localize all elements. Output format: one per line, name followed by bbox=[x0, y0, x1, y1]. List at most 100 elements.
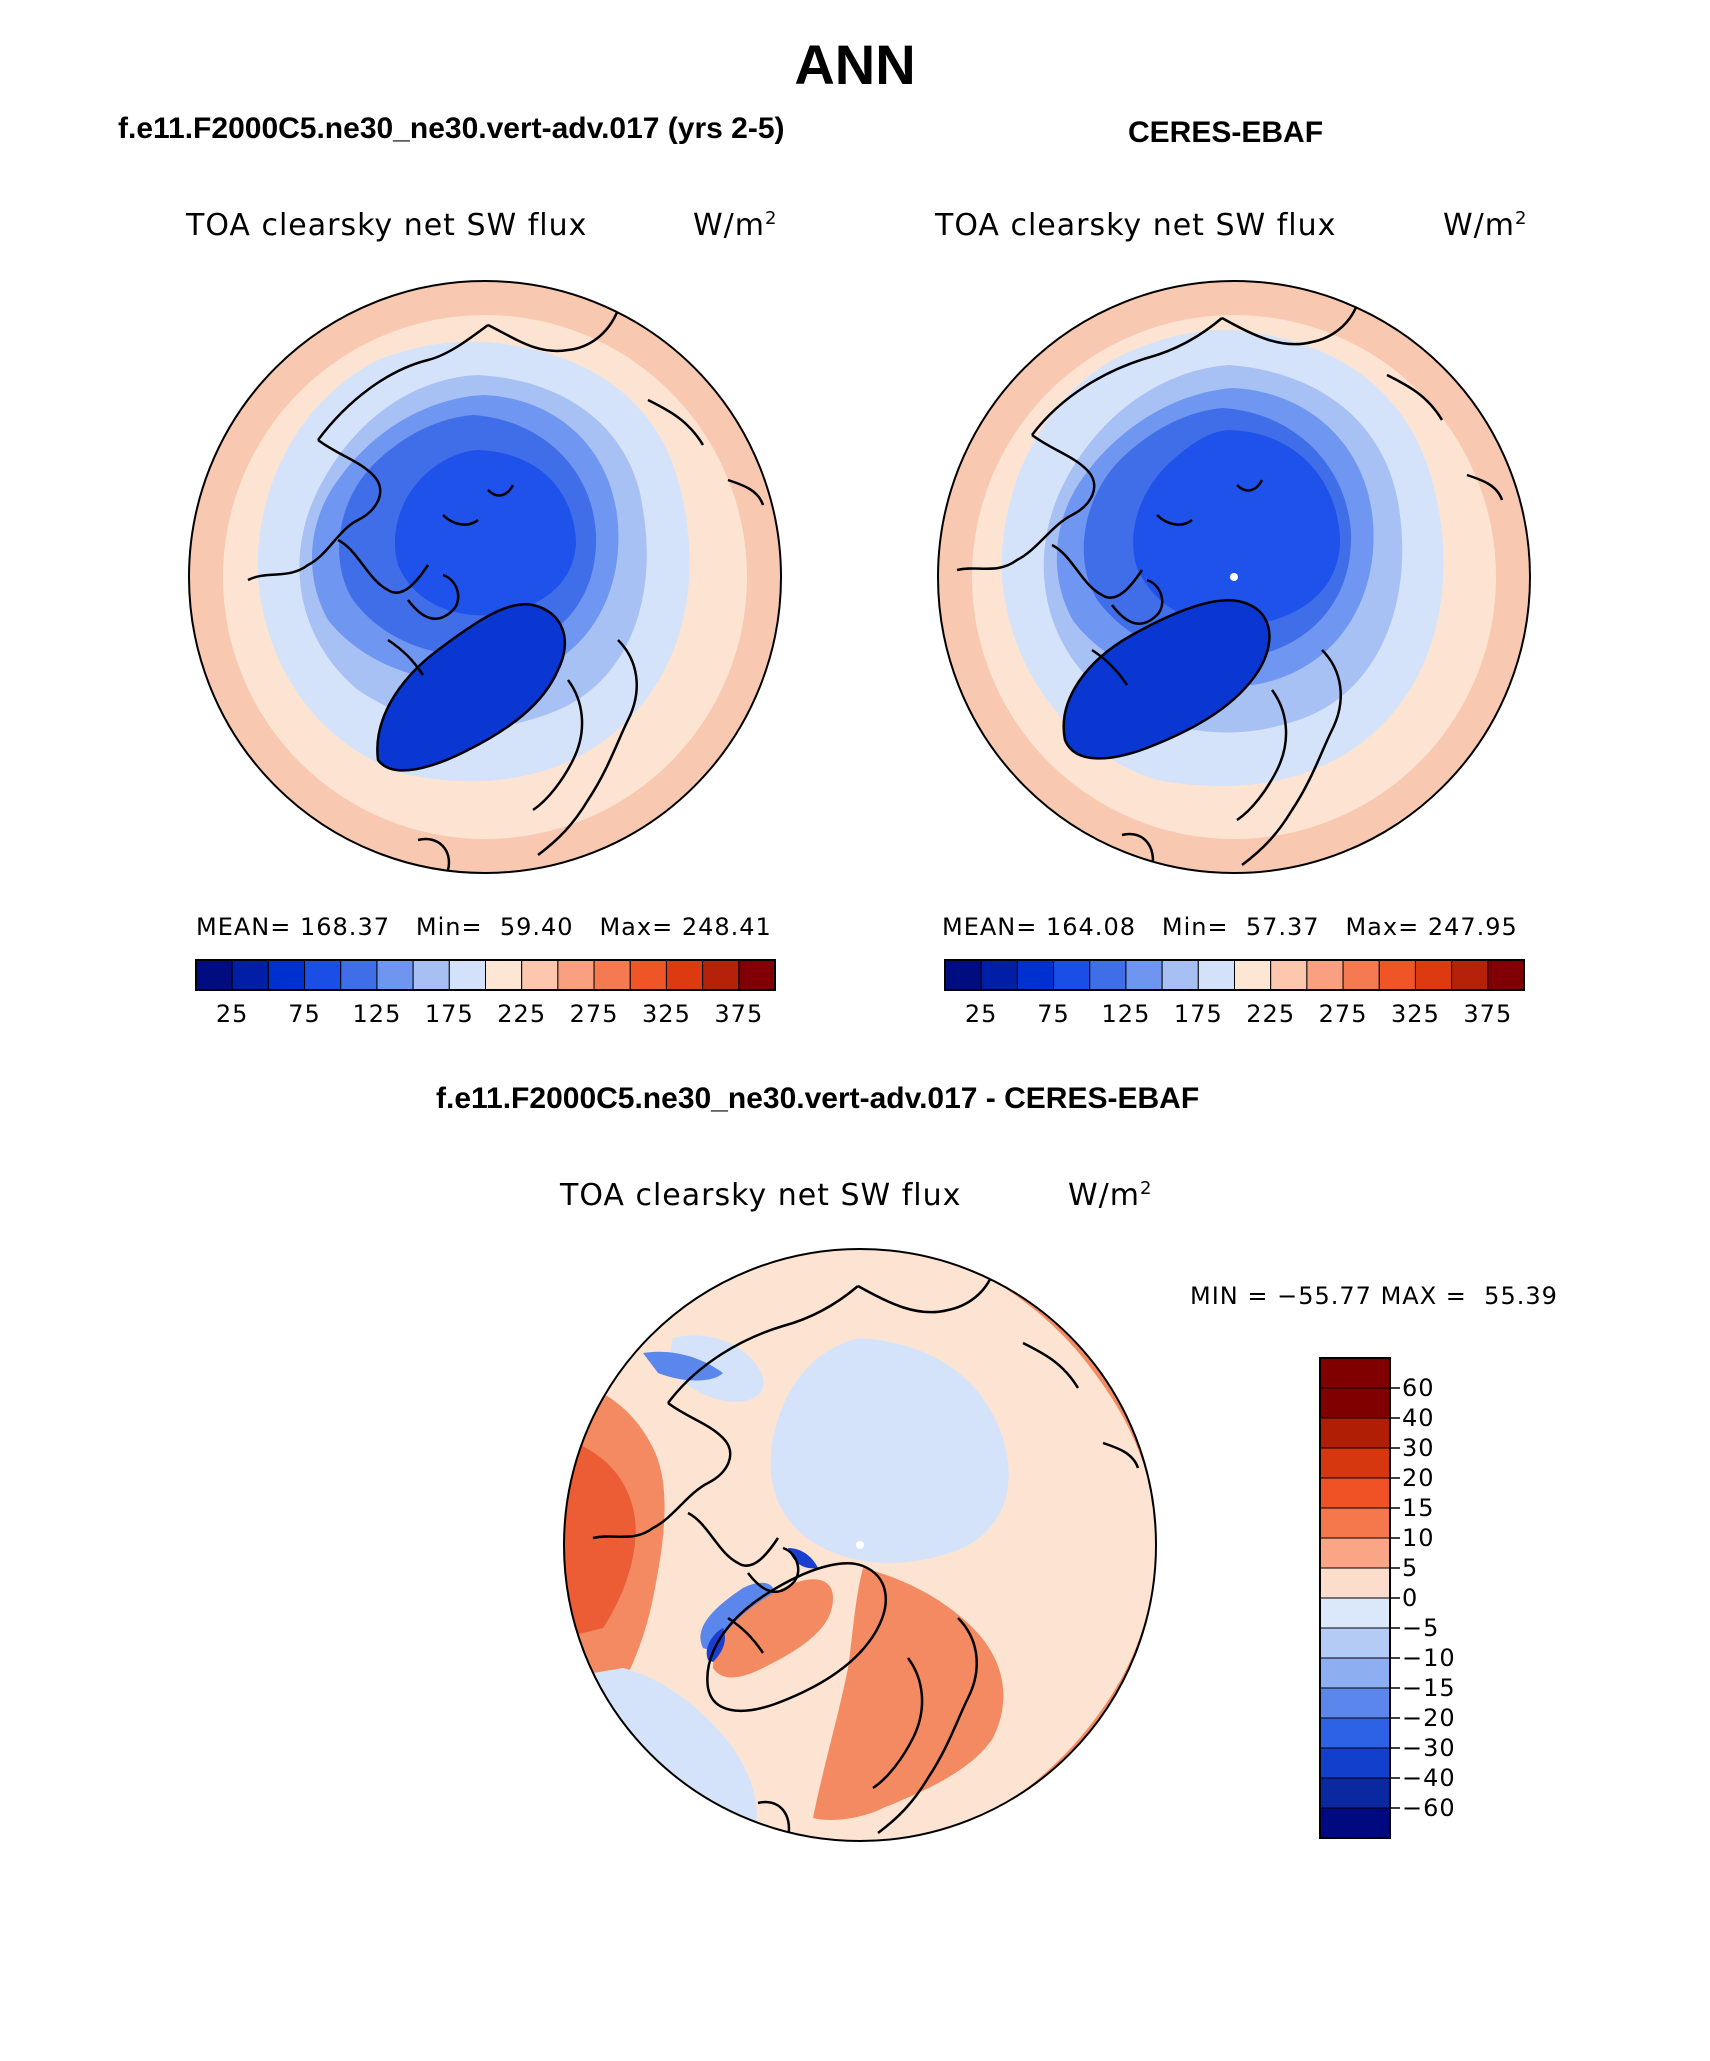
colorbar-tick-label: 40 bbox=[1402, 1404, 1435, 1432]
colorbar-swatch-diff-14 bbox=[1319, 1777, 1391, 1809]
colorbar-swatch-obs-14 bbox=[1451, 959, 1489, 991]
colorbar-swatch-diff-6 bbox=[1319, 1537, 1391, 1569]
stats-model: MEAN= 168.37 Min= 59.40 Max= 248.41 bbox=[196, 913, 772, 941]
colorbar-swatch-obs-9 bbox=[1270, 959, 1308, 991]
colorbar-swatch-model-8 bbox=[485, 959, 523, 991]
panel-title-obs: CERES-EBAF bbox=[1128, 116, 1324, 149]
colorbar-swatch-diff-15 bbox=[1319, 1807, 1391, 1839]
variable-label-obs: TOA clearsky net SW flux bbox=[935, 208, 1337, 243]
panel-title-model: f.e11.F2000C5.ne30_ne30.vert-adv.017 (yr… bbox=[118, 112, 785, 145]
colorbar-tick-label: −30 bbox=[1402, 1734, 1456, 1762]
colorbar-swatch-obs-11 bbox=[1342, 959, 1380, 991]
stats-obs: MEAN= 164.08 Min= 57.37 Max= 247.95 bbox=[942, 913, 1518, 941]
colorbar-swatch-diff-11 bbox=[1319, 1687, 1391, 1719]
colorbar-tick-label: 60 bbox=[1402, 1374, 1435, 1402]
colorbar-swatch-model-10 bbox=[557, 959, 595, 991]
polar-map-obs bbox=[937, 280, 1531, 874]
colorbar-swatch-model-1 bbox=[231, 959, 269, 991]
colorbar-swatch-model-13 bbox=[665, 959, 704, 991]
colorbar-tick-label: 225 bbox=[1246, 1000, 1296, 1028]
colorbar-swatch-diff-5 bbox=[1319, 1507, 1391, 1539]
colorbar-tick-label: 5 bbox=[1402, 1554, 1419, 1582]
colorbar-tick-label: 325 bbox=[642, 1000, 691, 1028]
colorbar-obs bbox=[944, 959, 1525, 991]
colorbar-tick-label: 125 bbox=[352, 1000, 402, 1028]
units-label-diff: W/m2 bbox=[1068, 1178, 1153, 1213]
variable-label-model: TOA clearsky net SW flux bbox=[186, 208, 588, 243]
colorbar-diff bbox=[1319, 1357, 1400, 1839]
colorbar-tick-label: −20 bbox=[1402, 1704, 1456, 1732]
colorbar-tick-label: −10 bbox=[1402, 1644, 1456, 1672]
colorbar-swatch-obs-5 bbox=[1125, 959, 1163, 991]
colorbar-tick-label: 75 bbox=[288, 1000, 321, 1028]
colorbar-swatch-diff-7 bbox=[1319, 1567, 1391, 1599]
colorbar-tick-label: 25 bbox=[964, 1000, 998, 1028]
colorbar-labels-model: 25 75 125 175 225 275 325 375 bbox=[196, 1000, 775, 1030]
colorbar-swatch-diff-4 bbox=[1319, 1477, 1391, 1509]
colorbar-tick-label: 175 bbox=[424, 1000, 474, 1028]
colorbar-swatch-diff-3 bbox=[1319, 1447, 1391, 1479]
stats-diff: MIN = −55.77 MAX = 55.39 bbox=[1190, 1282, 1558, 1310]
colorbar-swatch-obs-7 bbox=[1197, 959, 1235, 991]
colorbar-swatch-model-11 bbox=[593, 959, 631, 991]
colorbar-swatch-model-12 bbox=[629, 959, 667, 991]
polar-map-diff bbox=[563, 1248, 1157, 1842]
colorbar-tick-label: 10 bbox=[1402, 1524, 1435, 1552]
colorbar-tick-label: 75 bbox=[1037, 1000, 1070, 1028]
colorbar-tick-label: 275 bbox=[569, 1000, 619, 1028]
colorbar-swatch-obs-8 bbox=[1234, 959, 1272, 991]
colorbar-swatch-model-6 bbox=[412, 959, 450, 991]
colorbar-tick-label: 275 bbox=[1318, 1000, 1368, 1028]
colorbar-labels-obs: 25 75 125 175 225 275 325 375 bbox=[945, 1000, 1524, 1030]
colorbar-swatch-model-9 bbox=[521, 959, 559, 991]
colorbar-tick-label: 15 bbox=[1402, 1494, 1435, 1522]
colorbar-tick-label: −15 bbox=[1402, 1674, 1456, 1702]
colorbar-tick-label: 25 bbox=[215, 1000, 249, 1028]
colorbar-swatch-obs-3 bbox=[1053, 959, 1091, 991]
colorbar-swatch-model-7 bbox=[448, 959, 486, 991]
figure-title: ANN bbox=[794, 33, 916, 96]
colorbar-swatch-obs-12 bbox=[1378, 959, 1416, 991]
colorbar-swatch-model-14 bbox=[702, 959, 740, 991]
colorbar-swatch-diff-13 bbox=[1319, 1747, 1391, 1779]
panel-title-diff: f.e11.F2000C5.ne30_ne30.vert-adv.017 - C… bbox=[436, 1082, 1200, 1115]
colorbar-swatch-diff-8 bbox=[1319, 1597, 1391, 1629]
colorbar-swatch-diff-10 bbox=[1319, 1657, 1391, 1689]
colorbar-tick-label: 20 bbox=[1402, 1464, 1435, 1492]
colorbar-tick-label: 375 bbox=[1463, 1000, 1513, 1028]
colorbar-swatch-diff-1 bbox=[1319, 1387, 1391, 1419]
colorbar-swatch-model-0 bbox=[195, 959, 233, 991]
colorbar-swatch-model-4 bbox=[340, 959, 378, 991]
colorbar-swatch-model-3 bbox=[304, 959, 342, 991]
colorbar-tick-label: 0 bbox=[1402, 1584, 1419, 1612]
variable-label-diff: TOA clearsky net SW flux bbox=[560, 1178, 962, 1213]
colorbar-swatch-model-5 bbox=[376, 959, 414, 991]
colorbar-labels-diff: 60 40 30 20 15 10 5 0 −5 −10 −15 −20 −30 −40 −60 bbox=[1402, 1358, 1502, 1838]
colorbar-swatch-obs-13 bbox=[1414, 959, 1453, 991]
colorbar-swatch-diff-0 bbox=[1319, 1357, 1391, 1389]
colorbar-swatch-diff-2 bbox=[1319, 1417, 1391, 1449]
colorbar-tick-label: 325 bbox=[1391, 1000, 1440, 1028]
colorbar-swatch-obs-2 bbox=[1016, 959, 1055, 991]
colorbar-swatch-obs-15 bbox=[1487, 959, 1525, 991]
colorbar-tick-label: 125 bbox=[1101, 1000, 1151, 1028]
colorbar-swatch-diff-9 bbox=[1319, 1627, 1391, 1659]
colorbar-swatch-obs-1 bbox=[980, 959, 1018, 991]
colorbar-swatch-obs-10 bbox=[1306, 959, 1344, 991]
colorbar-tick-label: 30 bbox=[1402, 1434, 1435, 1462]
polar-map-model bbox=[188, 280, 782, 874]
colorbar-tick-label: −60 bbox=[1402, 1794, 1456, 1822]
colorbar-model bbox=[195, 959, 776, 991]
colorbar-swatch-obs-4 bbox=[1089, 959, 1127, 991]
colorbar-tick-label: −40 bbox=[1402, 1764, 1456, 1792]
colorbar-tick-label: 175 bbox=[1173, 1000, 1223, 1028]
colorbar-swatch-diff-12 bbox=[1319, 1717, 1391, 1749]
colorbar-swatch-obs-6 bbox=[1161, 959, 1199, 991]
colorbar-tick-label: −5 bbox=[1402, 1614, 1440, 1642]
units-label-obs: W/m2 bbox=[1443, 208, 1528, 243]
colorbar-tick-label: 375 bbox=[714, 1000, 764, 1028]
colorbar-swatch-model-2 bbox=[267, 959, 306, 991]
colorbar-tick-label: 225 bbox=[497, 1000, 547, 1028]
units-label-model: W/m2 bbox=[693, 208, 778, 243]
colorbar-swatch-obs-0 bbox=[944, 959, 982, 991]
